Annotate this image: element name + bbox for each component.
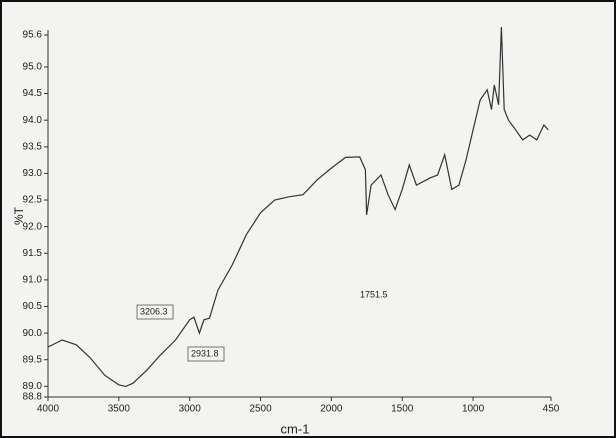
y-tick-label: 95.6 [23, 30, 43, 41]
x-tick-label: 3500 [108, 404, 131, 415]
annotation: 1751.5 [360, 289, 388, 299]
y-tick-label: 93.5 [23, 141, 43, 152]
y-tick-label: 95.0 [23, 62, 43, 73]
annotation: 2931.8 [191, 348, 219, 358]
x-tick-label: 4000 [37, 404, 60, 415]
x-tick-label: 1500 [391, 404, 414, 415]
x-tick-label: 2000 [320, 404, 343, 415]
spectrum-line [47, 26, 549, 388]
x-tick-label: 1000 [462, 404, 485, 415]
x-tick-label: 2500 [249, 404, 272, 415]
y-tick-label: 94.5 [23, 88, 43, 99]
y-tick-label: 90.5 [23, 301, 43, 312]
x-tick-label: 450 [543, 404, 560, 415]
y-tick-label: 93.0 [23, 168, 43, 179]
y-axis-label: %T [12, 206, 26, 225]
x-tick-label: 3000 [179, 404, 202, 415]
y-tick-label: 91.0 [23, 275, 43, 286]
y-tick-label: 90.0 [23, 328, 43, 339]
x-axis-label: cm-1 [281, 421, 310, 436]
y-tick-label: 89.5 [23, 354, 43, 365]
y-tick-label: 92.5 [23, 195, 43, 206]
y-tick-label: 88.8 [23, 392, 43, 403]
y-tick-label: 94.0 [23, 115, 43, 126]
y-tick-label: 89.0 [23, 381, 43, 392]
annotation-box [136, 304, 174, 320]
y-tick-label: 91.5 [23, 248, 43, 259]
annotation: 3206.3 [140, 306, 168, 316]
annotation-box [187, 346, 225, 362]
y-tick-label: 92.0 [23, 221, 43, 232]
